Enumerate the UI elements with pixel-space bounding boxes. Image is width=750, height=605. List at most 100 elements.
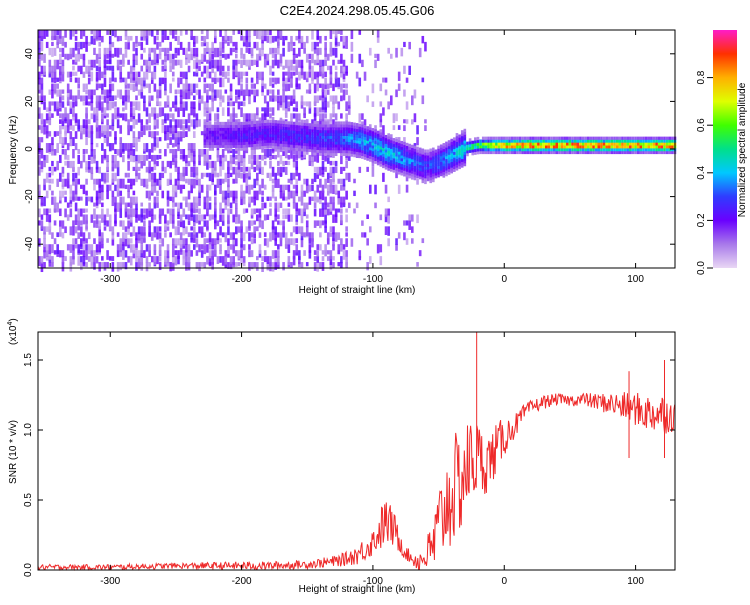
heatmap-cell: [347, 95, 351, 106]
heatmap-cell: [156, 95, 159, 106]
heatmap-cell: [235, 47, 238, 54]
heatmap-cell: [108, 53, 112, 64]
heatmap-cell: [271, 125, 275, 129]
heatmap-cell: [161, 47, 165, 52]
heatmap-cell: [82, 71, 86, 78]
heatmap-cell: [342, 132, 346, 137]
heatmap-cell: [224, 202, 228, 210]
heatmap-cell: [295, 147, 299, 151]
heatmap-cell: [45, 190, 49, 199]
heatmap-cell: [51, 71, 54, 78]
heatmap-cell: [460, 153, 464, 157]
heatmap-cell: [77, 149, 81, 154]
heatmap-cell: [426, 155, 430, 159]
heatmap-cell: [316, 107, 320, 117]
heatmap-cell: [337, 196, 341, 205]
heatmap-cell: [245, 124, 249, 128]
heatmap-cell: [85, 65, 88, 74]
heatmap-cell: [445, 170, 448, 174]
heatmap-cell: [182, 101, 186, 108]
heatmap-cell: [655, 145, 658, 149]
heatmap-cell: [413, 89, 417, 99]
heatmap-cell: [418, 156, 422, 160]
heatmap-cell: [111, 41, 115, 48]
heatmap-cell: [450, 158, 454, 162]
heatmap-cell: [240, 121, 243, 126]
heatmap-cell: [153, 160, 157, 171]
heatmap-cell: [403, 147, 406, 151]
heatmap-cell: [51, 262, 54, 267]
heatmap-cell: [187, 232, 191, 237]
heatmap-cell: [237, 121, 241, 126]
heatmap-cell: [248, 30, 251, 38]
heatmap-cell: [150, 107, 154, 117]
heatmap-cell: [384, 152, 388, 156]
heatmap-cell: [505, 142, 509, 146]
heatmap-cell: [195, 208, 199, 213]
heatmap-cell: [274, 250, 278, 258]
heatmap-cell: [108, 65, 112, 71]
heatmap-cell: [219, 127, 222, 131]
heatmap-cell: [319, 232, 322, 238]
heatmap-cell: [216, 59, 220, 70]
heatmap-cell: [321, 154, 325, 161]
heatmap-cell: [345, 35, 348, 43]
heatmap-cell: [203, 220, 207, 227]
heatmap-cell: [600, 142, 603, 146]
heatmap-cell: [127, 125, 130, 136]
heatmap-cell: [237, 214, 241, 224]
heatmap-cell: [166, 47, 170, 54]
heatmap-cell: [185, 131, 188, 138]
heatmap-cell: [74, 190, 78, 200]
heatmap-cell: [271, 128, 275, 132]
heatmap-cell: [523, 145, 527, 149]
heatmap-cell: [129, 77, 133, 83]
heatmap-cell: [497, 148, 501, 152]
heatmap-cell: [263, 35, 267, 42]
heatmap-cell: [219, 30, 222, 37]
heatmap-cell: [69, 244, 73, 253]
heatmap-cell: [108, 184, 112, 191]
heatmap-cell: [235, 154, 238, 160]
heatmap-cell: [185, 83, 188, 93]
heatmap-cell: [539, 148, 543, 152]
heatmap-cell: [555, 142, 559, 146]
heatmap-cell: [137, 41, 141, 47]
heatmap-cell: [300, 145, 304, 149]
heatmap-cell: [187, 53, 191, 64]
heatmap-cell: [51, 149, 54, 156]
heatmap-cell: [237, 30, 241, 35]
heatmap-cell: [313, 107, 317, 117]
heatmap-cell: [345, 129, 348, 134]
heatmap-cell: [287, 59, 291, 67]
heatmap-cell: [418, 150, 422, 154]
heatmap-cell: [361, 232, 364, 238]
heatmap-cell: [72, 256, 75, 265]
heatmap-cell: [145, 256, 149, 263]
heatmap-cell: [463, 131, 467, 135]
colorbar-gradient: [713, 30, 737, 268]
heatmap-cell: [240, 160, 243, 167]
heatmap-cell: [169, 214, 172, 224]
heatmap-cell: [119, 190, 123, 196]
heatmap-cell: [295, 238, 299, 244]
heatmap-cell: [256, 59, 259, 68]
heatmap-cell: [221, 133, 225, 137]
heatmap-cell: [166, 208, 170, 214]
heatmap-cell: [277, 202, 280, 212]
heatmap-cell: [397, 232, 401, 239]
heatmap-cell: [248, 113, 251, 124]
heatmap-cell: [366, 151, 369, 156]
heatmap-cell: [316, 262, 320, 272]
heatmap-cell: [216, 141, 220, 146]
heatmap-cell: [229, 47, 233, 56]
heatmap-cell: [132, 149, 136, 156]
heatmap-cell: [140, 30, 144, 37]
heatmap-cell: [250, 135, 254, 139]
heatmap-cell: [403, 41, 406, 48]
heatmap-cell: [277, 77, 280, 84]
heatmap-cell: [324, 166, 327, 172]
heatmap-cell: [77, 220, 81, 227]
heatmap-cell: [463, 145, 467, 150]
heatmap-cell: [376, 130, 380, 134]
